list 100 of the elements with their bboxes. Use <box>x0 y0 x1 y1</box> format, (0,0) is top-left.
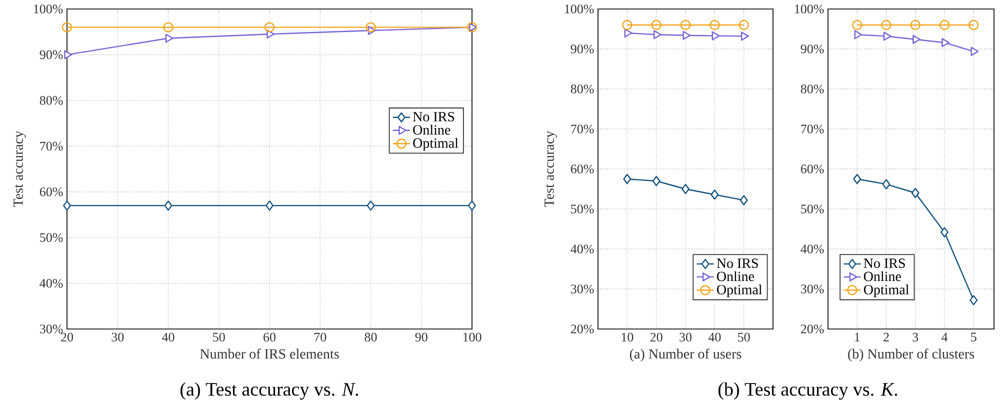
y-tick-label: 70% <box>571 124 594 134</box>
point <box>740 32 749 41</box>
y-tick-label: 60% <box>800 164 824 174</box>
x-axis-title: (b) Number of clusters <box>848 348 974 362</box>
point <box>651 20 662 30</box>
x-tick-label: 5 <box>971 332 976 342</box>
y-tick-label: 40% <box>800 244 824 254</box>
legend-label: No IRS <box>864 258 905 268</box>
point <box>466 22 478 32</box>
point <box>680 20 691 30</box>
x-tick-label: 50 <box>213 332 225 342</box>
point <box>62 22 72 32</box>
point <box>164 200 172 211</box>
x-axis-title: (a) Number of users <box>630 348 742 362</box>
legend-label: Online <box>864 271 901 282</box>
legend-label: Online <box>717 271 754 282</box>
point <box>266 200 274 211</box>
point <box>970 295 978 306</box>
point <box>912 34 920 44</box>
point <box>940 227 948 238</box>
point <box>624 28 632 38</box>
x-tick-label: 20 <box>61 332 74 342</box>
point <box>710 190 719 200</box>
y-tick-label: 100% <box>565 4 594 14</box>
y-tick-label: 60% <box>40 187 63 196</box>
y-tick-label: 90% <box>570 44 594 54</box>
point <box>622 20 632 30</box>
y-tick-label: 30% <box>40 324 63 334</box>
point <box>712 31 720 40</box>
x-tick-label: 10 <box>622 332 634 342</box>
text: (a) Test accuracy vs. N. <box>180 382 358 400</box>
point <box>852 20 862 30</box>
y-tick-label: 30% <box>571 284 594 294</box>
y-tick-label: 40% <box>570 244 594 254</box>
point <box>740 195 748 206</box>
legend-label: Optimal <box>717 284 762 298</box>
point <box>64 50 72 60</box>
legend-label: Online <box>413 124 450 135</box>
y-tick-label: 80% <box>40 96 63 105</box>
x-axis-title: Number of IRS elements <box>200 348 339 359</box>
point <box>942 38 950 48</box>
legend-label: Optimal <box>864 284 909 298</box>
y-tick-label: 50% <box>40 233 63 242</box>
point <box>881 20 892 30</box>
point <box>468 200 476 211</box>
point <box>939 20 950 30</box>
point <box>163 22 174 32</box>
y-tick-label: 100% <box>34 4 63 14</box>
x-tick-label: 60 <box>264 332 276 342</box>
x-tick-label: 30 <box>112 332 124 342</box>
point <box>738 20 749 30</box>
point <box>652 176 660 186</box>
point <box>911 188 920 198</box>
y-tick-label: 60% <box>570 164 594 174</box>
point <box>853 174 862 184</box>
y-axis-title: Test accuracy <box>544 130 557 207</box>
legend-label: No IRS <box>716 258 758 268</box>
point <box>653 30 662 40</box>
y-tick-label: 90% <box>800 44 824 54</box>
point <box>970 46 979 56</box>
y-tick-label: 30% <box>801 284 824 294</box>
x-tick-label: 70 <box>314 332 326 342</box>
point <box>883 32 892 41</box>
y-tick-label: 80% <box>800 84 824 94</box>
y-tick-label: 50% <box>571 204 594 214</box>
point <box>63 200 71 211</box>
point <box>968 20 979 30</box>
y-tick-label: 100% <box>795 4 824 14</box>
y-tick-label: 70% <box>801 124 824 134</box>
point <box>910 20 920 30</box>
x-tick-label: 50 <box>738 332 750 342</box>
x-tick-label: 90 <box>415 332 428 342</box>
x-tick-label: 40 <box>162 332 174 342</box>
point <box>366 22 376 32</box>
point <box>854 30 862 40</box>
x-tick-label: 40 <box>708 332 721 342</box>
y-tick-label: 50% <box>801 204 824 214</box>
point <box>682 184 690 194</box>
x-tick-label: 1 <box>855 332 860 342</box>
y-axis-title: Test accuracy <box>14 130 26 207</box>
y-tick-label: 20% <box>800 324 824 334</box>
point <box>469 22 478 32</box>
x-tick-label: 100 <box>463 332 482 342</box>
x-tick-label: 2 <box>884 332 889 342</box>
x-tick-label: 3 <box>912 332 918 342</box>
legend-label: No IRS <box>412 112 454 122</box>
point <box>264 22 275 32</box>
point <box>682 30 691 40</box>
x-tick-label: 20 <box>650 332 662 342</box>
point <box>623 174 632 184</box>
legend-label: Optimal <box>413 138 458 151</box>
y-tick-label: 20% <box>570 324 594 334</box>
y-tick-label: 90% <box>40 50 63 60</box>
y-tick-label: 40% <box>40 278 63 288</box>
y-tick-label: 70% <box>40 142 63 151</box>
point <box>366 200 375 211</box>
x-tick-label: 4 <box>941 332 948 342</box>
x-tick-label: 80 <box>364 332 377 342</box>
x-tick-label: 30 <box>680 332 692 342</box>
y-tick-label: 80% <box>570 84 594 94</box>
